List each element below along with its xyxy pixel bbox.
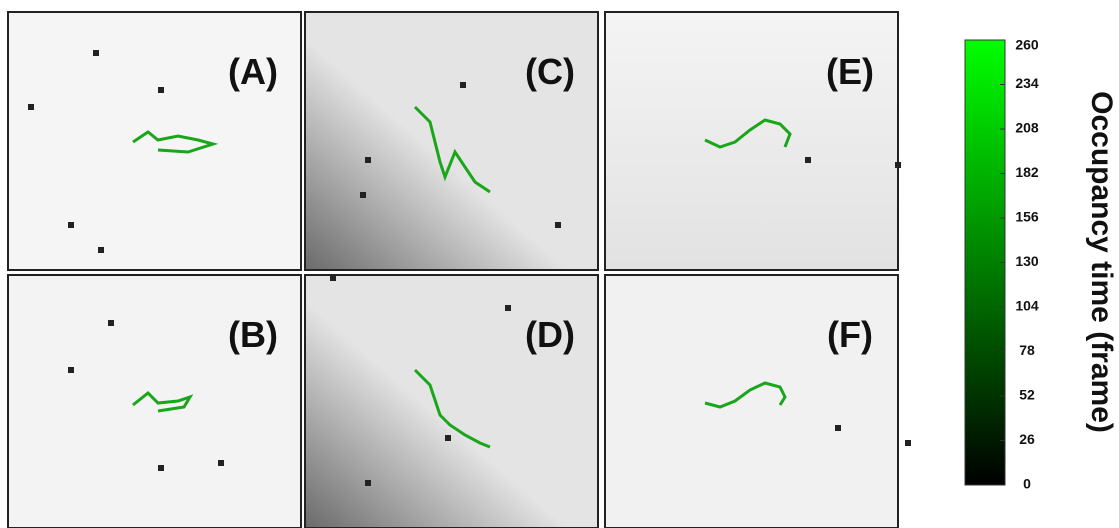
- panel-label: (C): [525, 51, 575, 92]
- colorbar-tick-label: 104: [1015, 298, 1039, 314]
- speckle: [445, 435, 451, 441]
- speckle: [218, 460, 224, 466]
- image-panel: (D): [305, 275, 598, 528]
- speckle: [905, 440, 911, 446]
- speckle: [365, 480, 371, 486]
- panel-image: [305, 275, 598, 528]
- speckle: [98, 247, 104, 253]
- colorbar-tick-label: 0: [1023, 476, 1031, 492]
- colorbar-tick-label: 52: [1019, 387, 1035, 403]
- speckle: [108, 320, 114, 326]
- speckle: [360, 192, 366, 198]
- panel-label: (B): [228, 314, 278, 355]
- colorbar-tick-label: 156: [1015, 209, 1039, 225]
- speckle: [505, 305, 511, 311]
- colorbar-tick-label: 130: [1015, 253, 1039, 269]
- colorbar-label: Occupancy time (frame): [1085, 91, 1118, 433]
- colorbar-tick-label: 260: [1015, 37, 1039, 53]
- speckle: [158, 465, 164, 471]
- panel-label: (E): [826, 51, 874, 92]
- speckle: [158, 87, 164, 93]
- panel-image: [605, 275, 898, 528]
- image-panel: (F): [605, 275, 911, 528]
- speckle: [330, 275, 336, 281]
- colorbar-tick-label: 26: [1019, 431, 1035, 447]
- speckle: [805, 157, 811, 163]
- colorbar-tick-label: 78: [1019, 342, 1035, 358]
- panel-label: (F): [827, 314, 873, 355]
- image-panel: (B): [8, 275, 301, 528]
- image-panel: (E): [605, 12, 901, 270]
- panel-label: (A): [228, 51, 278, 92]
- speckle: [555, 222, 561, 228]
- speckle: [835, 425, 841, 431]
- speckle: [28, 104, 34, 110]
- speckle: [68, 222, 74, 228]
- figure: (A) (B) (C) (D) (E) (F) 0 26 52 78 104 130 156 182 20…: [0, 0, 1119, 528]
- colorbar-tick-label: 234: [1015, 75, 1039, 91]
- colorbar-tick-label: 208: [1015, 120, 1039, 136]
- speckle: [68, 367, 74, 373]
- colorbar: [965, 40, 1005, 485]
- speckle: [460, 82, 466, 88]
- speckle: [93, 50, 99, 56]
- colorbar-tick-label: 182: [1015, 164, 1039, 180]
- speckle: [895, 162, 901, 168]
- image-panel: (C): [305, 12, 598, 270]
- image-panel: (A): [8, 12, 301, 270]
- speckle: [365, 157, 371, 163]
- panel-label: (D): [525, 314, 575, 355]
